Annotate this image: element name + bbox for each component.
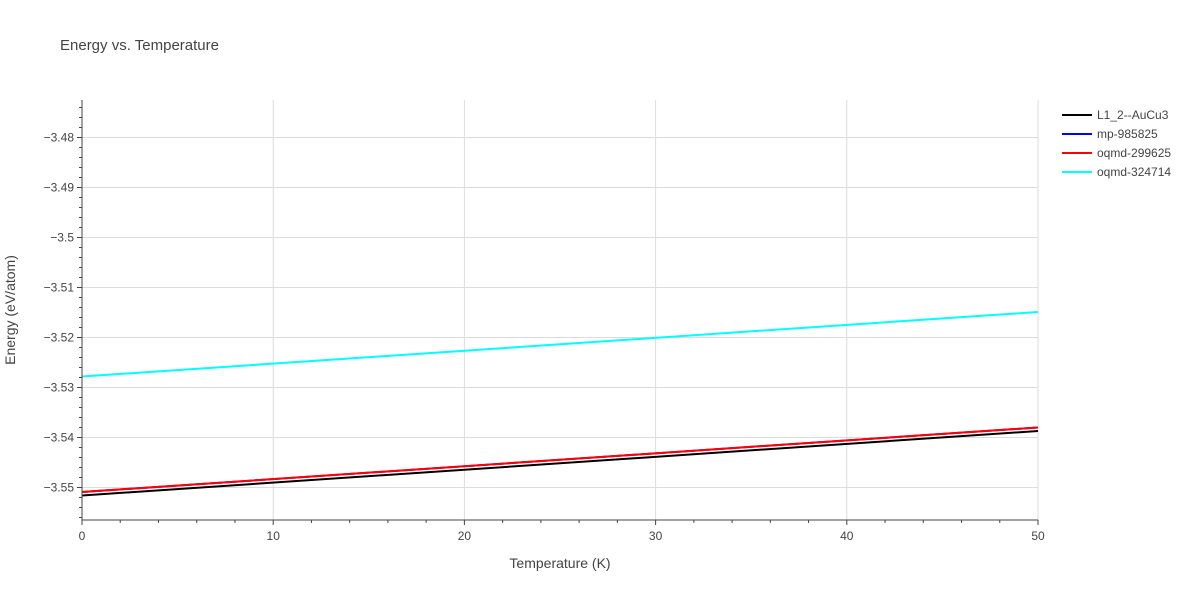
legend-item[interactable]: oqmd-324714 bbox=[1062, 165, 1171, 179]
legend-item[interactable]: L1_2--AuCu3 bbox=[1062, 108, 1169, 122]
series-line-l1-2-aucu3 bbox=[81, 430, 1039, 497]
axes bbox=[81, 100, 1038, 521]
legend-label: mp-985825 bbox=[1097, 127, 1158, 141]
y-tick-label: −3.48 bbox=[44, 131, 75, 145]
x-tick-label: 10 bbox=[267, 529, 281, 543]
x-tick-label: 0 bbox=[79, 529, 86, 543]
series-line-oqmd-299625 bbox=[81, 426, 1039, 493]
x-axis-title: Temperature (K) bbox=[509, 555, 610, 571]
legend-label: oqmd-324714 bbox=[1097, 165, 1171, 179]
y-tick-label: −3.55 bbox=[44, 481, 75, 495]
legend-item[interactable]: oqmd-299625 bbox=[1062, 146, 1171, 160]
y-tick-label: −3.51 bbox=[44, 281, 75, 295]
x-tick-label: 30 bbox=[649, 529, 663, 543]
y-tick-label: −3.5 bbox=[50, 231, 74, 245]
y-tick-label: −3.49 bbox=[44, 181, 75, 195]
legend-item[interactable]: mp-985825 bbox=[1062, 127, 1158, 141]
y-tick-label: −3.52 bbox=[44, 331, 75, 345]
series-line-oqmd-324714 bbox=[81, 311, 1039, 378]
legend-label: L1_2--AuCu3 bbox=[1097, 108, 1169, 122]
x-axis-ticks: 0 10 20 30 40 50 bbox=[79, 520, 1045, 543]
x-tick-label: 50 bbox=[1031, 529, 1045, 543]
y-tick-label: −3.53 bbox=[44, 381, 75, 395]
plot-series bbox=[81, 311, 1039, 497]
legend[interactable]: L1_2--AuCu3 mp-985825 oqmd-299625 oqmd-3247… bbox=[1062, 108, 1171, 179]
y-axis-ticks: −3.55 −3.54 −3.53 −3.52 −3.51 −3.5 −3.49 −3.48 bbox=[44, 107, 82, 518]
chart-title: Energy vs. Temperature bbox=[60, 37, 219, 54]
grid bbox=[82, 100, 1039, 520]
x-tick-label: 20 bbox=[458, 529, 472, 543]
y-axis-title: Energy (eV/atom) bbox=[2, 255, 18, 365]
x-tick-label: 40 bbox=[840, 529, 854, 543]
y-tick-label: −3.54 bbox=[44, 431, 75, 445]
legend-label: oqmd-299625 bbox=[1097, 146, 1171, 160]
